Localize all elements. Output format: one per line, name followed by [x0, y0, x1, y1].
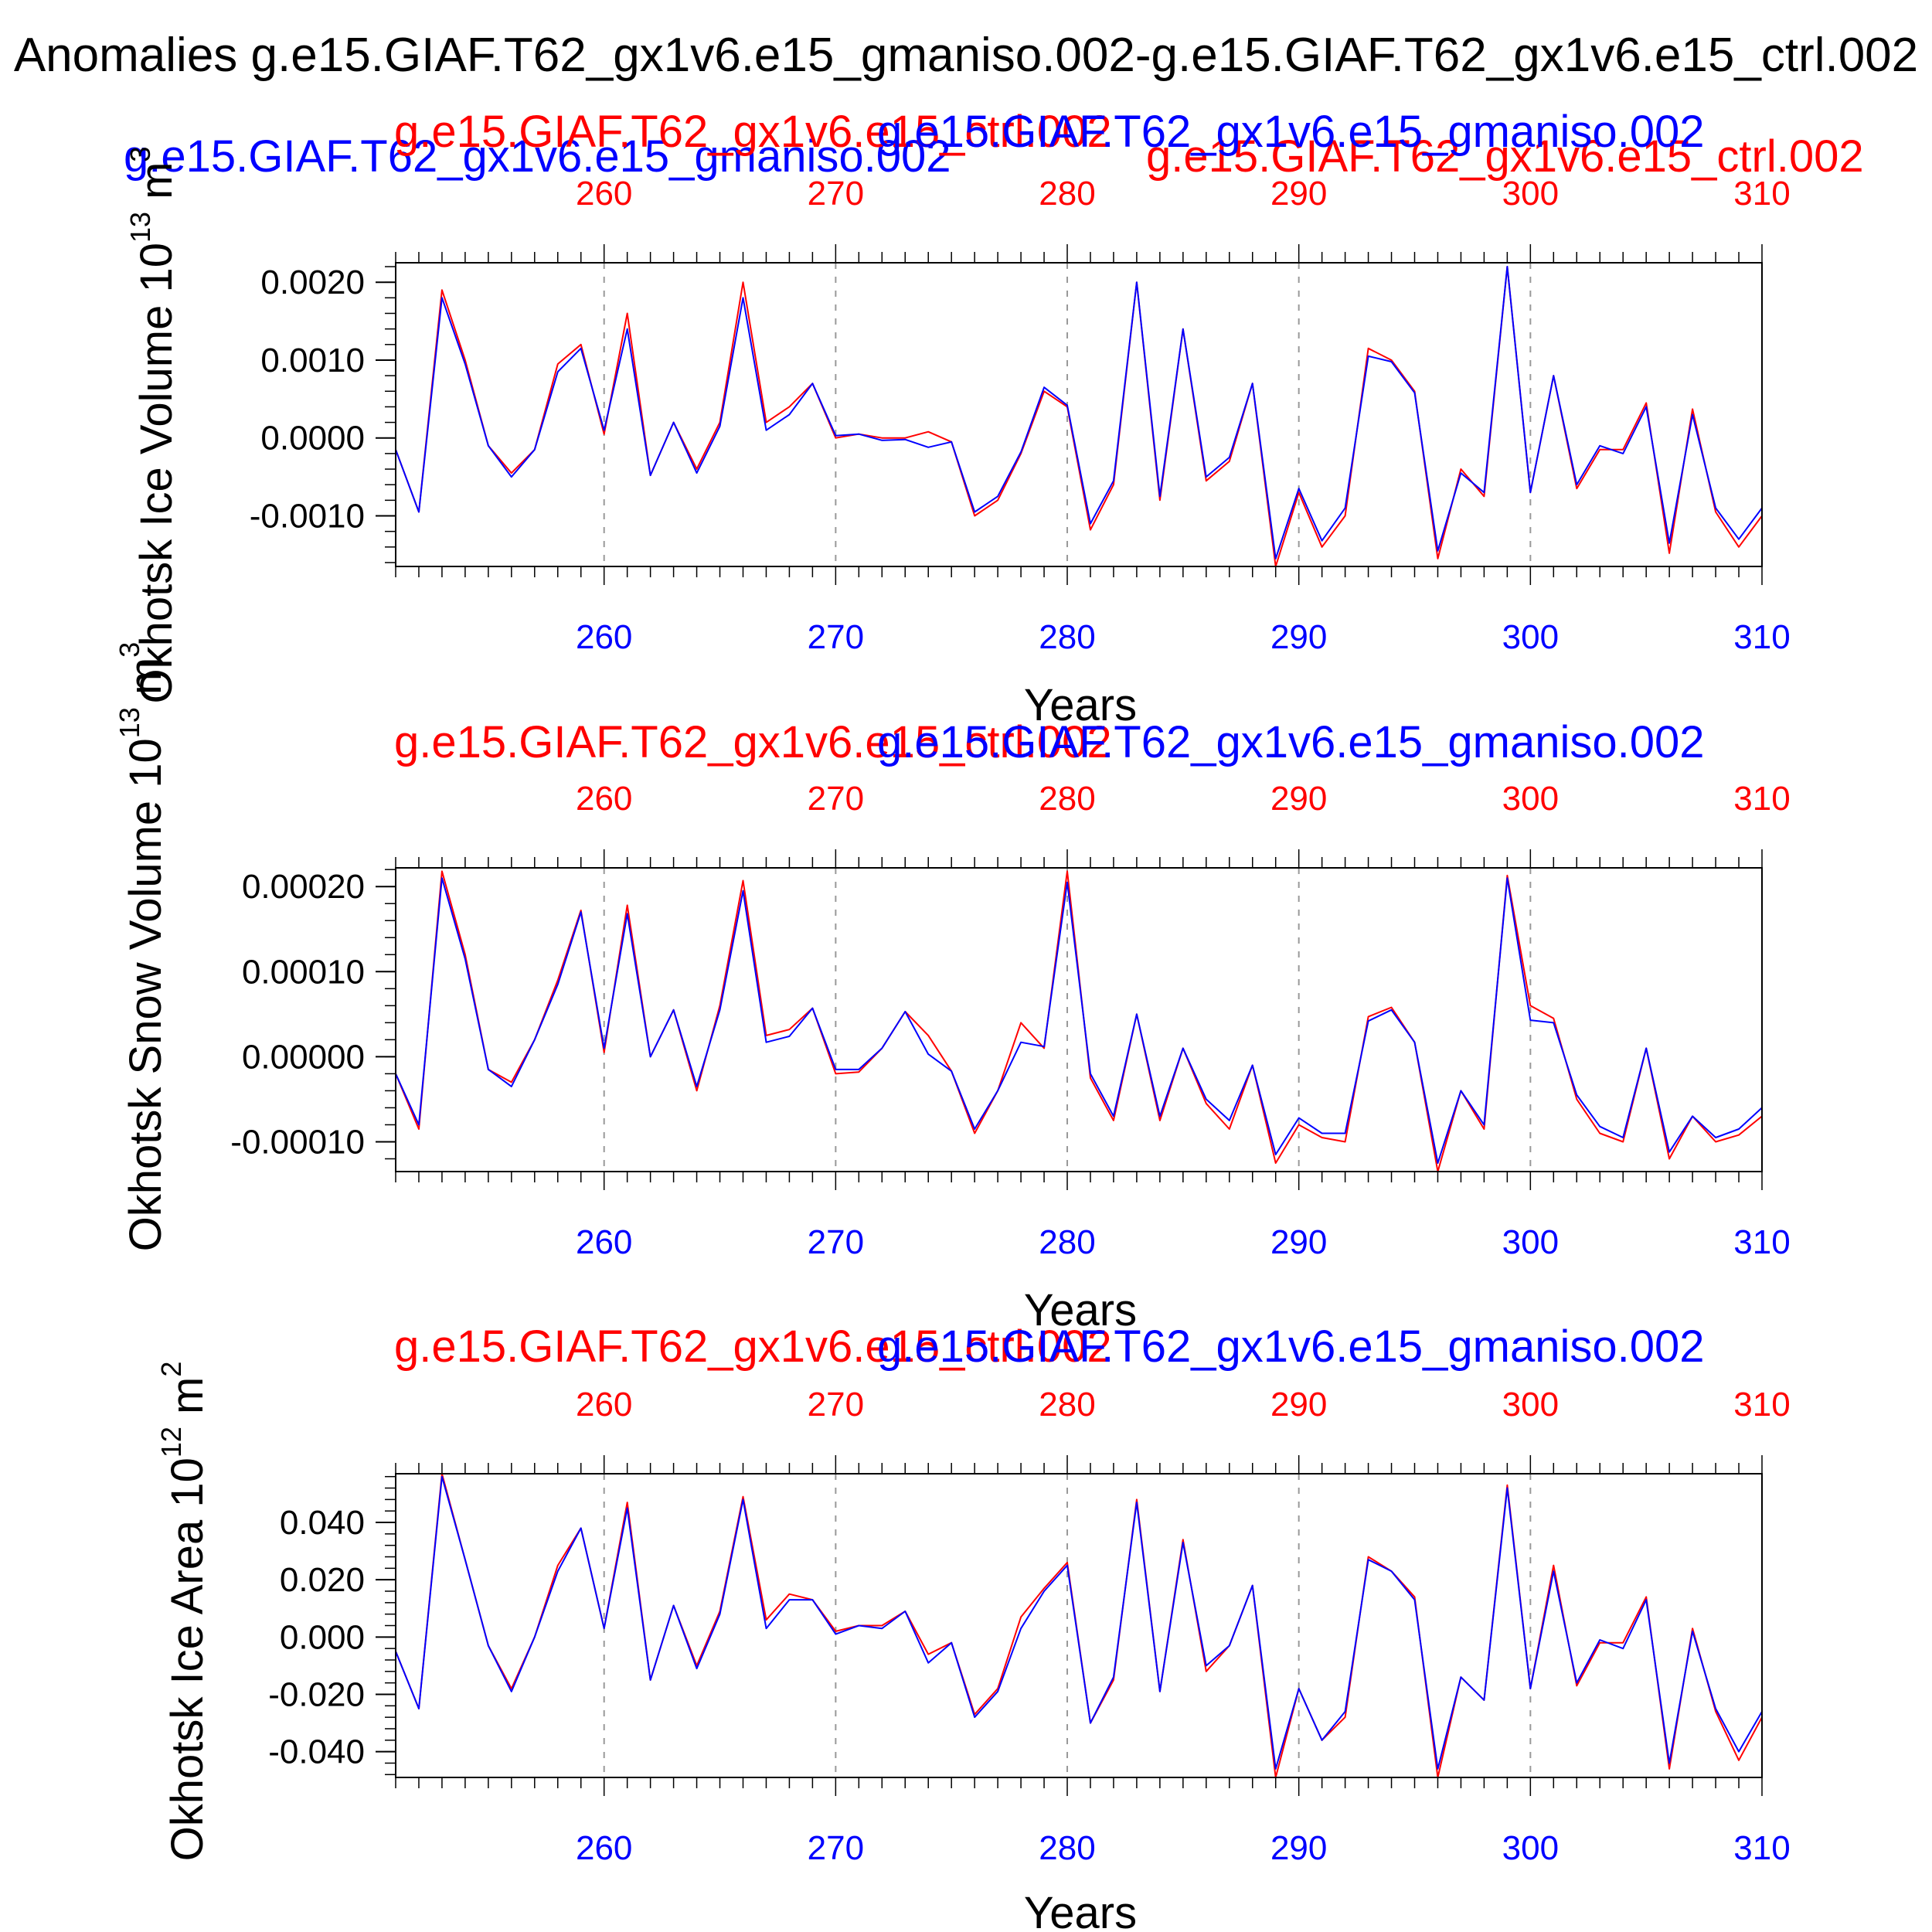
legend-extra-blue: g.e15.GIAF.T62_gx1v6.e15_gmaniso.002 — [124, 131, 951, 182]
legend-extra-red: g.e15.GIAF.T62_gx1v6.e15_ctrl.002 — [1146, 131, 1864, 182]
plot-frame — [395, 867, 1763, 1172]
series-line-ctrl — [395, 1473, 1763, 1778]
y-tick-label: 0.0010 — [260, 342, 365, 379]
chart-3: 260 260 270 270 280 280 290 290 300 300 310 310 -0.0… — [268, 1386, 1790, 1867]
x-tick-label-top: 310 — [1733, 1386, 1790, 1423]
x-tick-label-top: 300 — [1502, 1386, 1559, 1423]
y-tick-label: -0.0010 — [250, 498, 365, 536]
x-tick-label-bottom: 310 — [1733, 618, 1790, 656]
x-tick-label-top: 310 — [1733, 175, 1790, 213]
legend-gmaniso: g.e15.GIAF.T62_gx1v6.e15_gmaniso.002 — [877, 107, 1705, 157]
legend-ctrl: g.e15.GIAF.T62_gx1v6.e15_ctrl.002 — [394, 717, 1112, 767]
x-tick-label-bottom: 270 — [808, 1829, 864, 1867]
x-tick-label-bottom: 300 — [1502, 1829, 1559, 1867]
y-tick-label: 0.00020 — [242, 868, 365, 906]
x-tick-label-top: 290 — [1270, 1386, 1327, 1423]
y-tick-label: 0.0000 — [260, 420, 365, 457]
x-tick-label-bottom: 270 — [808, 618, 864, 656]
x-axis-label: Years — [1024, 1285, 1137, 1335]
x-tick-label-bottom: 290 — [1270, 1223, 1327, 1261]
x-tick-label-top: 270 — [808, 780, 864, 818]
plot-frame — [395, 262, 1763, 567]
x-tick-label-bottom: 280 — [1039, 618, 1095, 656]
x-tick-label-top: 310 — [1733, 780, 1790, 818]
x-tick-label-top: 260 — [576, 1386, 632, 1423]
y-tick-label: 0.00010 — [242, 953, 365, 991]
x-axis-label: Years — [1024, 1888, 1137, 1932]
chart-2: 260 260 270 270 280 280 290 290 300 300 310 310 -0.0… — [230, 780, 1790, 1261]
legend-ctrl: g.e15.GIAF.T62_gx1v6.e15_ctrl.002 — [394, 107, 1112, 157]
y-axis-label: Okhotsk Ice Volume 1013 m3 — [124, 147, 182, 704]
x-tick-label-top: 300 — [1502, 780, 1559, 818]
x-tick-label-top: 300 — [1502, 175, 1559, 213]
x-tick-label-top: 290 — [1270, 780, 1327, 818]
series-line-gmaniso — [395, 266, 1763, 560]
x-tick-label-bottom: 280 — [1039, 1223, 1095, 1261]
x-tick-label-bottom: 290 — [1270, 1829, 1327, 1867]
series-line-gmaniso — [395, 1475, 1763, 1770]
figure-title: Anomalies g.e15.GIAF.T62_gx1v6.e15_gmani… — [14, 29, 1918, 82]
y-tick-label: 0.040 — [280, 1504, 365, 1542]
y-axis-label: Okhotsk Ice Area 1012 m2 — [155, 1362, 213, 1862]
x-tick-label-top: 260 — [576, 780, 632, 818]
x-tick-label-top: 260 — [576, 175, 632, 213]
legend-gmaniso: g.e15.GIAF.T62_gx1v6.e15_gmaniso.002 — [877, 1321, 1705, 1372]
y-tick-label: -0.00010 — [230, 1123, 365, 1161]
x-tick-label-bottom: 270 — [808, 1223, 864, 1261]
x-tick-label-bottom: 280 — [1039, 1829, 1095, 1867]
panel-snow-volume: g.e15.GIAF.T62_gx1v6.e15_ctrl.002 g.e15.… — [114, 642, 1705, 1335]
x-axis-label: Years — [1024, 680, 1137, 730]
x-tick-label-bottom: 300 — [1502, 1223, 1559, 1261]
plot-layer: 260 260 270 270 280 280 290 290 300 300 310 310 -0.0… — [230, 175, 1790, 1867]
x-tick-label-bottom: 310 — [1733, 1829, 1790, 1867]
x-tick-label-top: 270 — [808, 175, 864, 213]
y-tick-label: 0.00000 — [242, 1038, 365, 1076]
legend-ctrl: g.e15.GIAF.T62_gx1v6.e15_ctrl.002 — [394, 1321, 1112, 1372]
x-tick-label-top: 280 — [1039, 1386, 1095, 1423]
y-axis-label: Okhotsk Snow Volume 1013 m3 — [114, 642, 171, 1252]
x-tick-label-bottom: 260 — [576, 1829, 632, 1867]
panel-ice-area: g.e15.GIAF.T62_gx1v6.e15_ctrl.002 g.e15.… — [155, 1321, 1705, 1932]
x-tick-label-bottom: 290 — [1270, 618, 1327, 656]
y-tick-label: -0.020 — [268, 1675, 365, 1713]
x-tick-label-top: 290 — [1270, 175, 1327, 213]
legend-gmaniso: g.e15.GIAF.T62_gx1v6.e15_gmaniso.002 — [877, 717, 1705, 767]
y-tick-label: 0.000 — [280, 1618, 365, 1656]
series-line-gmaniso — [395, 877, 1763, 1164]
y-tick-label: 0.0020 — [260, 264, 365, 301]
x-tick-label-bottom: 260 — [576, 1223, 632, 1261]
y-tick-label: 0.020 — [280, 1561, 365, 1599]
y-tick-label: -0.040 — [268, 1733, 365, 1771]
plot-frame — [395, 1473, 1763, 1778]
x-tick-label-bottom: 300 — [1502, 618, 1559, 656]
x-tick-label-top: 280 — [1039, 175, 1095, 213]
x-tick-label-top: 270 — [808, 1386, 864, 1423]
series-line-ctrl — [395, 870, 1763, 1172]
x-tick-label-bottom: 260 — [576, 618, 632, 656]
panel-ice-volume: g.e15.GIAF.T62_gx1v6.e15_gmaniso.002 g.e… — [124, 107, 1864, 730]
chart-1: 260 260 270 270 280 280 290 290 300 300 310 310 -0.0… — [250, 175, 1791, 656]
x-tick-label-bottom: 310 — [1733, 1223, 1790, 1261]
x-tick-label-top: 280 — [1039, 780, 1095, 818]
